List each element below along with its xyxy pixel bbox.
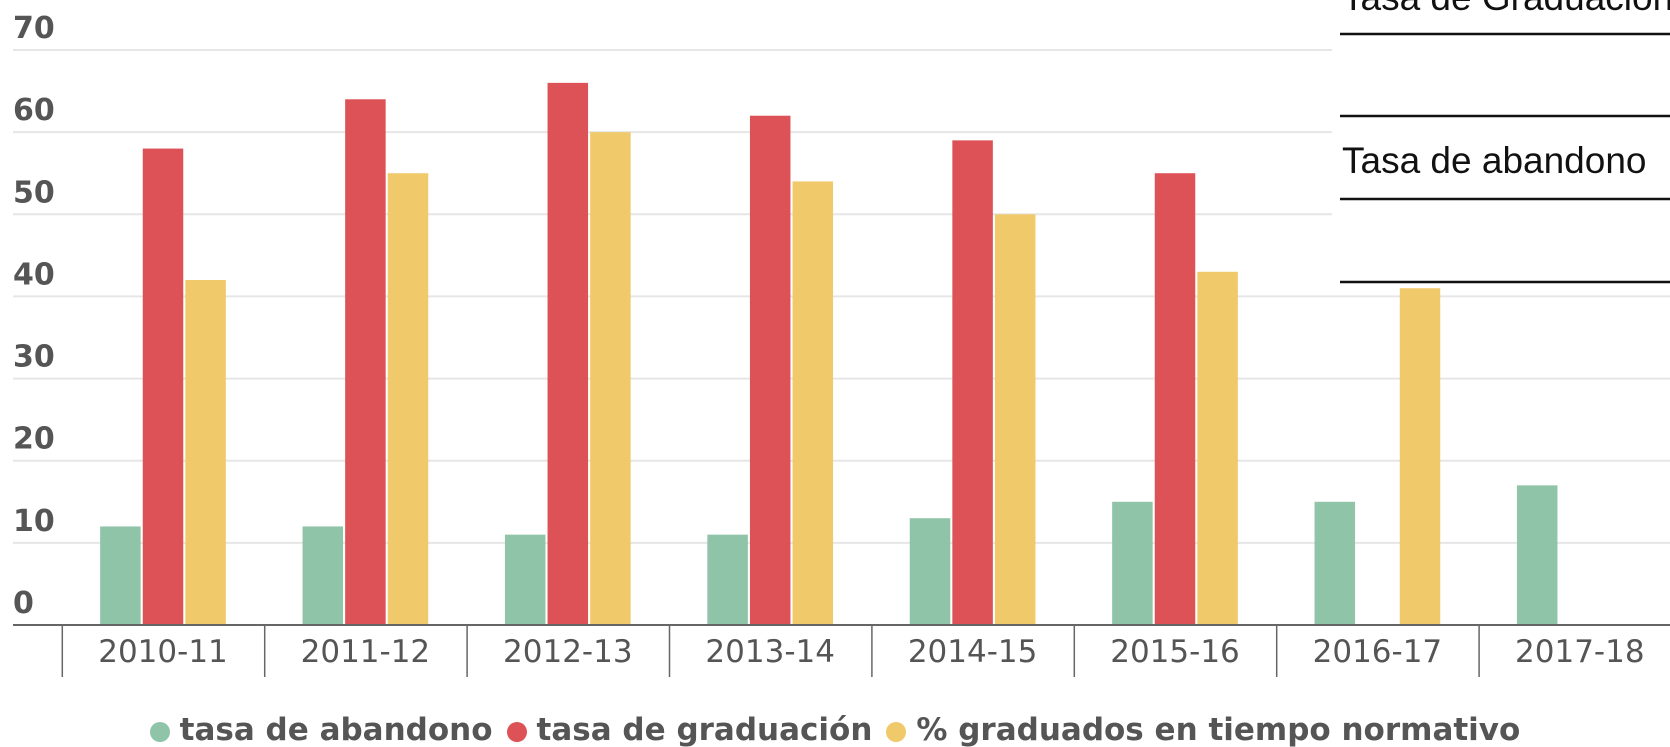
bar (1399, 288, 1441, 625)
bar (387, 173, 429, 625)
legend: tasa de abandono tasa de graduación % grad… (0, 712, 1670, 747)
x-tick-label: 2013-14 (705, 634, 835, 670)
legend-item: % graduados en tiempo normativo (886, 712, 1520, 747)
bar (1112, 501, 1153, 625)
bar (504, 534, 546, 625)
legend-label: tasa de graduación (536, 712, 873, 747)
x-tick-label: 2010-11 (98, 634, 228, 670)
bar (345, 99, 386, 626)
x-tick-label: 2017-18 (1515, 634, 1645, 670)
x-tick-label: 2014-15 (908, 634, 1038, 670)
bar (547, 82, 589, 626)
bar (100, 526, 141, 625)
y-tick-label: 70 (13, 11, 55, 46)
x-tick-label: 2016-17 (1313, 634, 1443, 670)
legend-swatch (506, 721, 527, 742)
bar (1197, 271, 1238, 625)
bar (1516, 485, 1558, 625)
y-tick-label: 50 (13, 175, 55, 210)
bar (792, 181, 834, 625)
bar (909, 518, 951, 625)
bar (707, 534, 748, 625)
y-tick-label: 40 (13, 257, 55, 292)
annotation: Tasa de Graduación (1342, 0, 1670, 18)
x-tick-label: 2011-12 (301, 634, 431, 670)
bar (952, 140, 993, 625)
overlay-box (1332, 0, 1670, 284)
legend-label: % graduados en tiempo normativo (916, 712, 1521, 747)
y-tick-label: 60 (13, 93, 55, 128)
y-tick-label: 30 (13, 340, 55, 375)
bar (185, 280, 226, 625)
bar (994, 214, 1036, 626)
legend-swatch (886, 721, 907, 742)
bar (302, 526, 344, 625)
x-tick-label: 2012-13 (503, 634, 633, 670)
y-tick-label: 20 (13, 422, 55, 457)
x-tick-label: 2015-16 (1110, 634, 1240, 670)
bar (142, 148, 184, 626)
bar (1154, 173, 1196, 625)
bar (749, 115, 791, 625)
bar (1314, 501, 1356, 625)
legend-swatch (149, 721, 170, 742)
bar (590, 132, 631, 625)
y-tick-label: 0 (13, 586, 34, 621)
legend-item: tasa de abandono (149, 712, 493, 747)
y-tick-label: 10 (13, 504, 55, 539)
legend-item: tasa de graduación (506, 712, 873, 747)
annotation: Tasa de abandono (1342, 140, 1647, 181)
legend-label: tasa de abandono (179, 712, 493, 747)
